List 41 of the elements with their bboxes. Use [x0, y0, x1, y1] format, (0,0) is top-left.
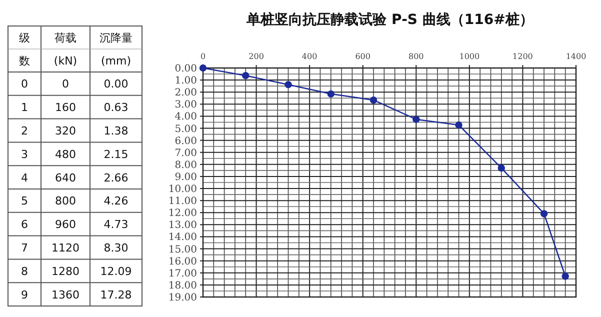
x-tick-label: 0: [200, 52, 206, 61]
chart-title: 单桩竖向抗压静载试验 P-S 曲线（116#桩）: [246, 11, 534, 28]
point: [370, 96, 378, 104]
y-tick-label: 1.00: [174, 76, 197, 87]
plot: 0 200 400 600 800 1000 1200 1400 0.00 1.00 2.00 3.00 4.00 5.00 6.00 7.00 8.00 9.00 10.00 11.00 12.00 13.00 14.00 15.00 16.00 17.00 18.00 19.00: [168, 52, 586, 304]
y-tick-label: 4.00: [174, 112, 197, 123]
y-tick-label: 13.00: [168, 220, 197, 232]
point: [284, 81, 292, 88]
y-tick-label: 12.00: [168, 208, 197, 220]
x-tick-label: 1000: [459, 52, 480, 61]
y-tick-label: 11.00: [168, 196, 197, 208]
point: [455, 121, 462, 129]
y-tick-label: 8.00: [174, 160, 197, 171]
y-tick-label: 7.00: [174, 148, 197, 159]
y-tick-label: 19.00: [168, 292, 197, 304]
table: 级数 荷载 (kN) 沉降量 (mm) 0 0 0.00 1 160 0.63 2 320 1.38 3 480 2.15 4 640 2.66 5 800 4.26 6 960 4.73 7 1120 8.30 8 1280 12.09 9 1360 17.28: [8, 26, 142, 306]
y-tick-label: 9.00: [174, 172, 197, 183]
x-tick-label: 1400: [566, 52, 586, 61]
y-tick-label: 18.00: [168, 280, 197, 292]
x-tick-label: 600: [355, 52, 370, 61]
y-tick-label: 15.00: [168, 244, 197, 256]
point: [498, 164, 505, 172]
y-tick-label: 17.00: [168, 268, 197, 280]
point: [199, 64, 207, 72]
x-tick-label: 1200: [512, 52, 533, 61]
x-tick-label: 400: [302, 52, 318, 61]
point: [327, 90, 334, 98]
point: [412, 116, 420, 123]
point: [540, 210, 548, 218]
y-tick-label: 10.00: [168, 184, 197, 196]
x-tick-label: 200: [248, 52, 264, 61]
y-tick-label: 6.00: [174, 136, 197, 147]
y-tick-label: 2.00: [174, 88, 197, 99]
y-tick-label: 0.00: [174, 64, 197, 74]
point: [562, 272, 569, 280]
y-tick-label: 14.00: [168, 232, 197, 244]
point: [242, 72, 250, 80]
y-tick-label: 5.00: [174, 124, 197, 135]
y-tick-label: 3.00: [174, 100, 197, 111]
x-tick-label: 800: [408, 52, 424, 61]
y-tick-label: 16.00: [168, 256, 197, 268]
